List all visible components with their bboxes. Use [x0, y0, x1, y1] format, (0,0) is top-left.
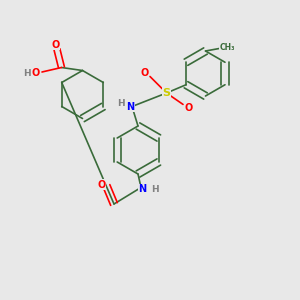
Text: N: N [126, 101, 135, 112]
Text: O: O [98, 179, 106, 190]
Text: N: N [138, 184, 147, 194]
Text: S: S [163, 88, 170, 98]
Text: O: O [31, 68, 40, 79]
Text: H: H [151, 184, 158, 194]
Text: O: O [140, 68, 149, 78]
Text: H: H [117, 99, 124, 108]
Text: O: O [51, 40, 60, 50]
Text: CH₃: CH₃ [220, 44, 235, 52]
Text: H: H [23, 69, 31, 78]
Text: O: O [184, 103, 193, 113]
